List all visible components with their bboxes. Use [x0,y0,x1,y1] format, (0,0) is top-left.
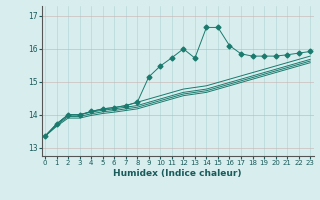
X-axis label: Humidex (Indice chaleur): Humidex (Indice chaleur) [113,169,242,178]
